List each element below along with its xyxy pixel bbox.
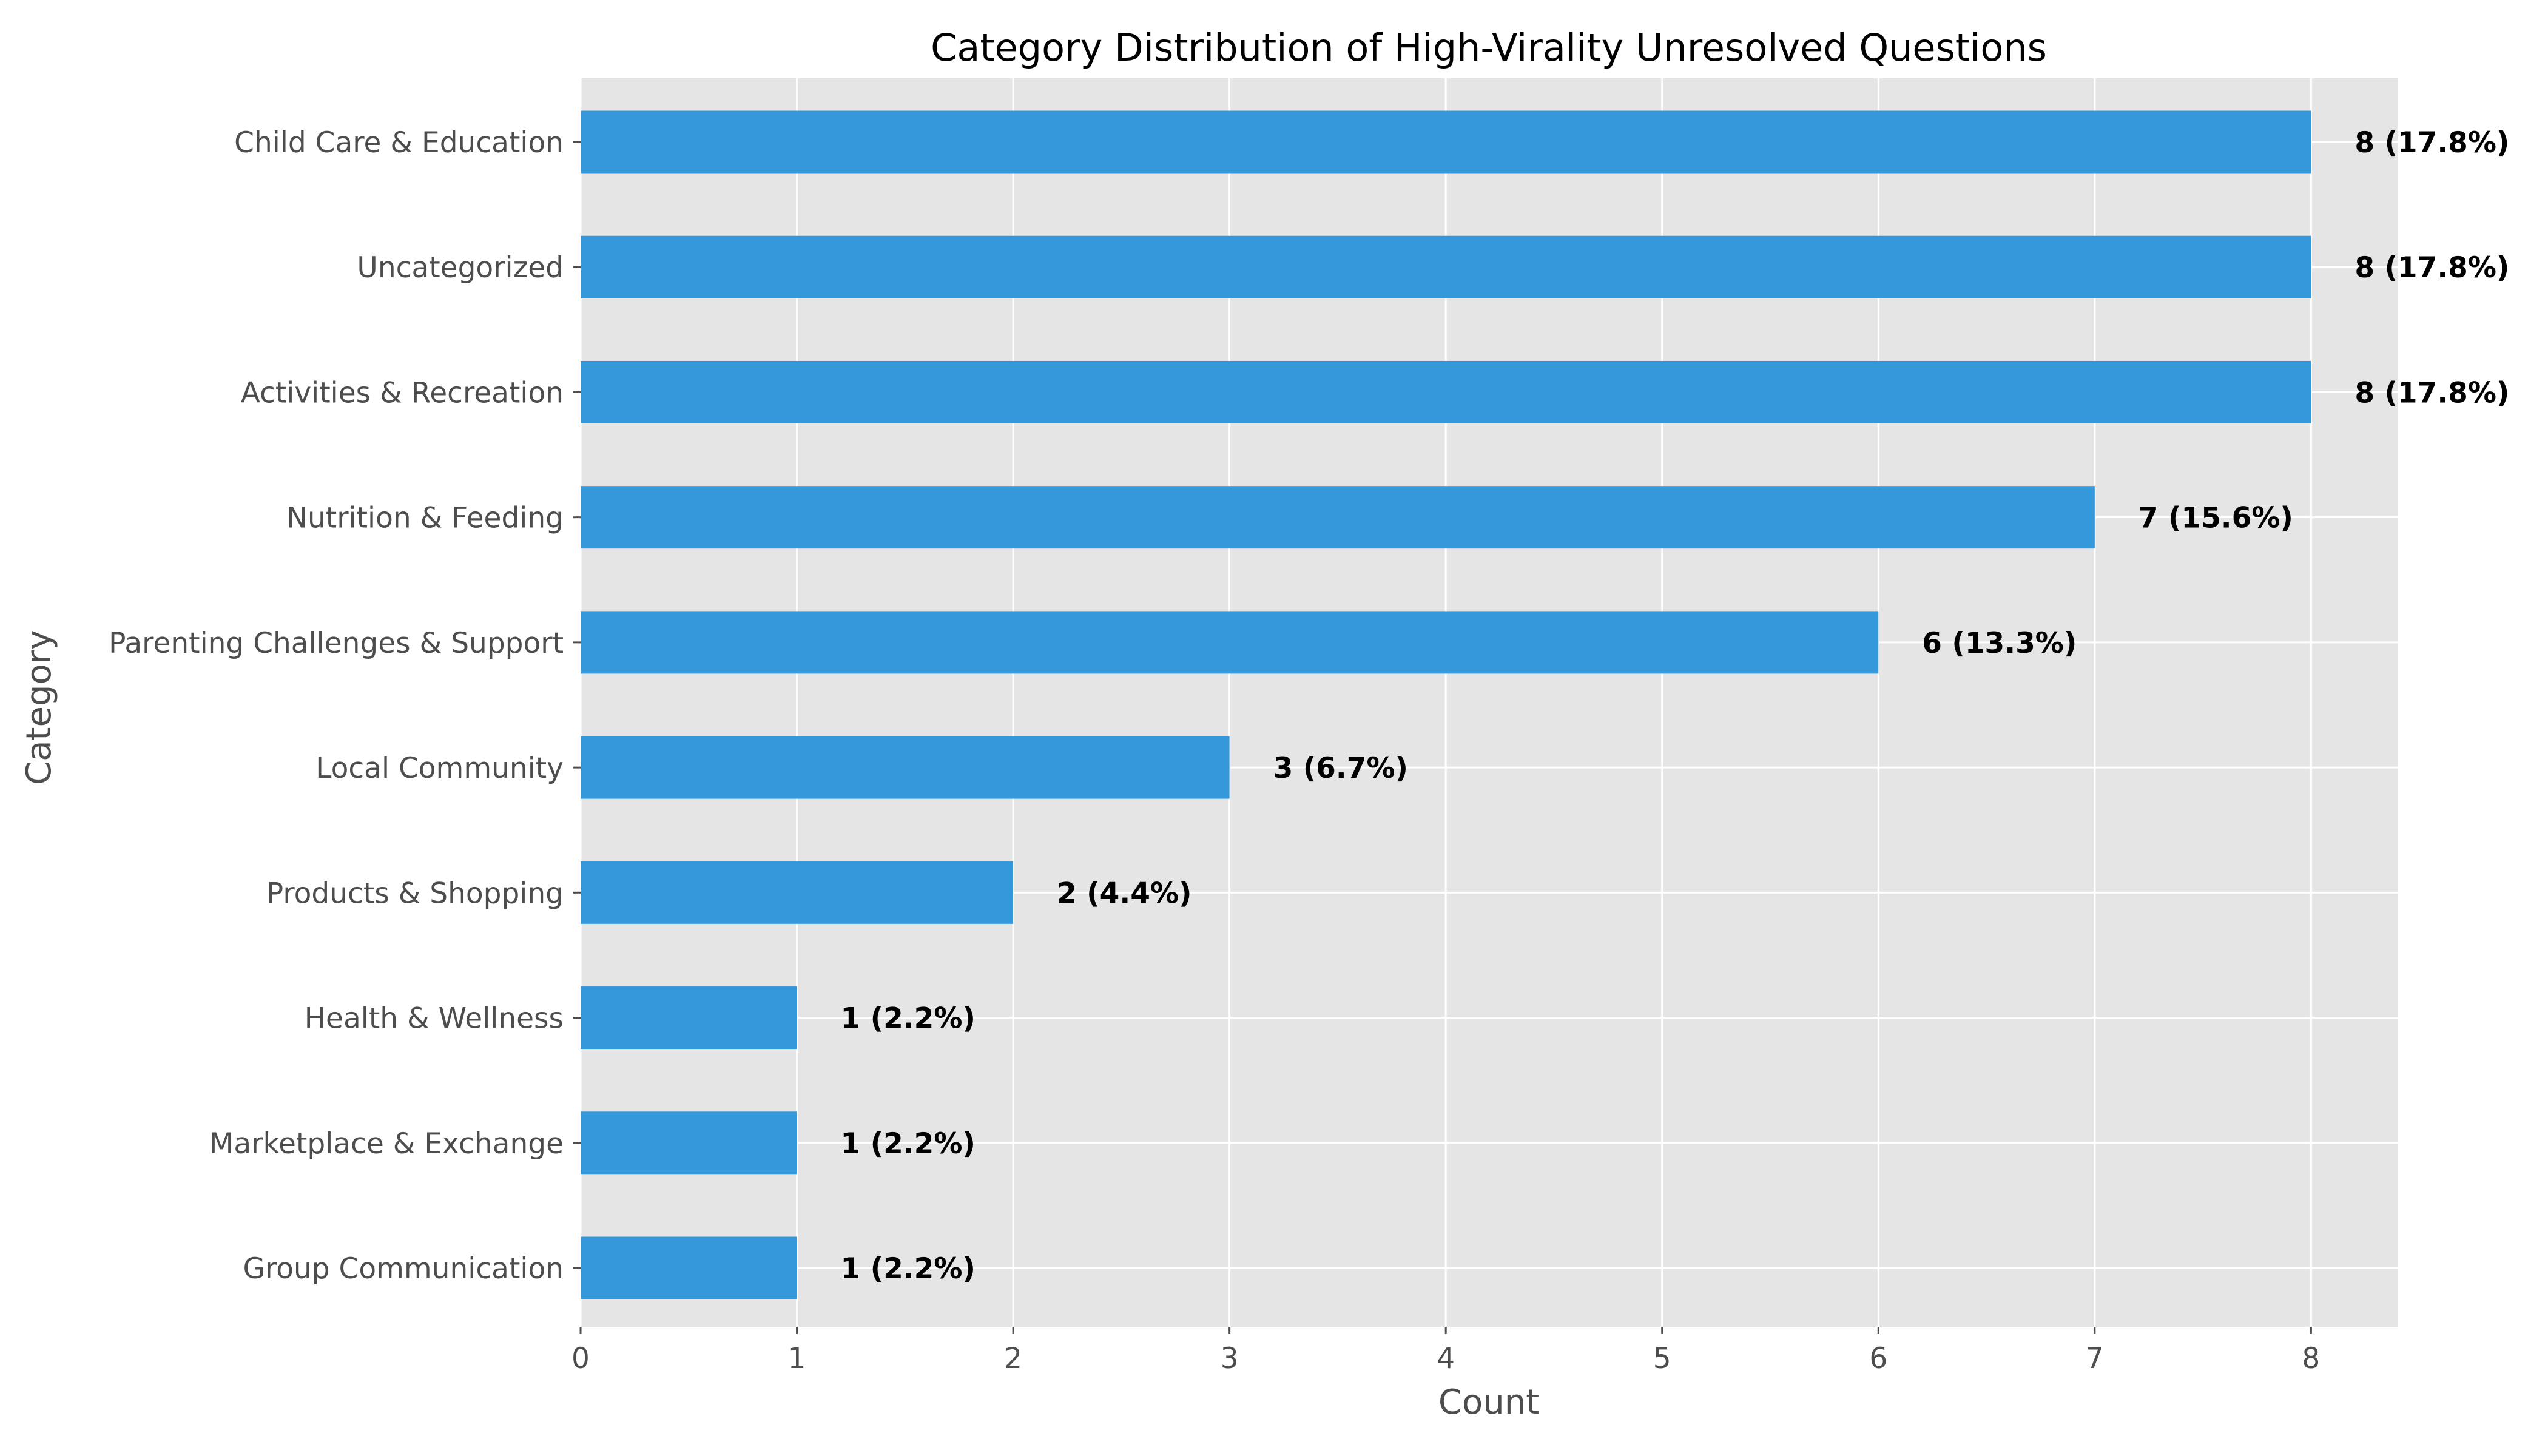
- bar: [581, 736, 1230, 799]
- bar-data-label: 8 (17.8%): [2354, 376, 2509, 410]
- bar: [581, 611, 1879, 674]
- bar: [581, 486, 2095, 549]
- chart-title: Category Distribution of High-Virality U…: [931, 25, 2047, 70]
- y-tick-label: Health & Wellness: [305, 1002, 564, 1036]
- y-tick-label: Uncategorized: [357, 251, 564, 285]
- y-tick-label: Group Communication: [243, 1252, 564, 1286]
- y-axis-label: Category: [19, 630, 59, 785]
- bars: [581, 110, 2311, 1299]
- y-tick-label: Products & Shopping: [266, 877, 564, 910]
- y-tick-label: Marketplace & Exchange: [209, 1127, 564, 1161]
- x-tick-label: 7: [2086, 1342, 2104, 1375]
- x-tick-label: 8: [2302, 1342, 2320, 1375]
- x-tick-label: 2: [1004, 1342, 1022, 1375]
- x-tick-label: 5: [1653, 1342, 1671, 1375]
- bar: [581, 1236, 797, 1299]
- y-tick-label: Activities & Recreation: [241, 376, 564, 410]
- bar: [581, 110, 2311, 174]
- x-tick-label: 4: [1437, 1342, 1455, 1375]
- y-axis-ticks: Child Care & Education Uncategorized Activ…: [109, 126, 581, 1286]
- bar-data-label: 1 (2.2%): [841, 1002, 976, 1036]
- bar-data-label: 6 (13.3%): [1922, 627, 2077, 660]
- bar-data-label: 7 (15.6%): [2138, 502, 2293, 535]
- bar: [581, 1111, 797, 1175]
- x-tick-label: 3: [1221, 1342, 1239, 1375]
- x-axis-label: Count: [1438, 1383, 1539, 1422]
- bar-data-label: 8 (17.8%): [2354, 251, 2509, 285]
- y-tick-label: Local Community: [315, 752, 564, 785]
- bar-data-label: 1 (2.2%): [841, 1127, 976, 1161]
- x-tick-label: 1: [788, 1342, 806, 1375]
- data-labels: 8 (17.8%) 8 (17.8%) 8 (17.8%) 7 (15.6%) 6 (1…: [841, 126, 2510, 1286]
- bar-data-label: 2 (4.4%): [1057, 877, 1191, 910]
- bar: [581, 986, 797, 1050]
- bar-data-label: 3 (6.7%): [1273, 752, 1408, 785]
- y-tick-label: Child Care & Education: [234, 126, 564, 160]
- bar: [581, 360, 2311, 423]
- bar-data-label: 1 (2.2%): [841, 1252, 976, 1286]
- y-tick-label: Parenting Challenges & Support: [109, 627, 564, 660]
- y-tick-label: Nutrition & Feeding: [286, 502, 564, 535]
- bar: [581, 235, 2311, 298]
- x-tick-label: 0: [571, 1342, 590, 1375]
- x-axis-ticks: 0 1 2 3 4 5 6 7 8: [571, 1327, 2320, 1375]
- bar-data-label: 8 (17.8%): [2354, 126, 2509, 160]
- x-tick-label: 6: [1869, 1342, 1887, 1375]
- bar: [581, 861, 1014, 924]
